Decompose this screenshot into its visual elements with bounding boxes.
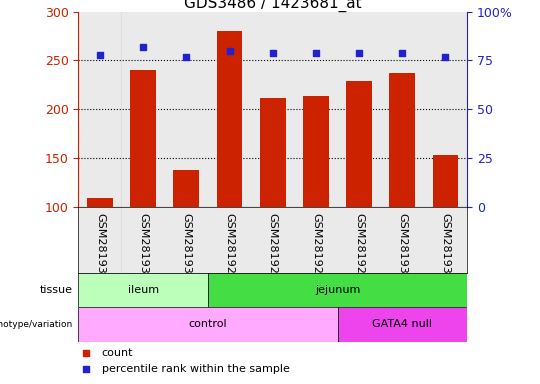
Text: GATA4 null: GATA4 null [372, 319, 433, 329]
Text: GSM281934: GSM281934 [181, 213, 191, 280]
Bar [122, 207, 165, 273]
Text: genotype/variation: genotype/variation [0, 320, 73, 329]
Text: GSM281927: GSM281927 [268, 213, 278, 281]
Bar [389, 73, 415, 207]
Point [312, 50, 320, 56]
Point [398, 50, 407, 56]
Bar [208, 273, 467, 307]
Bar [251, 12, 294, 207]
Text: control: control [188, 319, 227, 329]
Text: tissue: tissue [40, 285, 73, 295]
Bar [381, 207, 424, 273]
Title: GDS3486 / 1423681_at: GDS3486 / 1423681_at [184, 0, 361, 12]
Bar [424, 207, 467, 273]
Point [225, 48, 234, 54]
Text: GSM281928: GSM281928 [311, 213, 321, 281]
Text: GSM281931: GSM281931 [441, 213, 450, 280]
Bar [87, 197, 113, 207]
Bar [165, 12, 208, 207]
Bar [208, 12, 251, 207]
Point [441, 53, 450, 60]
Point [268, 50, 277, 56]
Point [182, 53, 191, 60]
Text: GSM281933: GSM281933 [138, 213, 148, 280]
Bar [122, 12, 165, 207]
Text: percentile rank within the sample: percentile rank within the sample [102, 364, 289, 374]
Bar [78, 273, 208, 307]
Bar [165, 207, 208, 273]
Bar [294, 12, 338, 207]
Text: GSM281930: GSM281930 [397, 213, 407, 280]
Bar [294, 207, 338, 273]
Bar [78, 207, 122, 273]
Bar [260, 98, 286, 207]
Bar [433, 156, 458, 207]
Bar [346, 81, 372, 207]
Point [82, 366, 90, 372]
Bar [338, 307, 467, 342]
Bar [338, 207, 381, 273]
Bar [78, 307, 338, 342]
Bar [381, 12, 424, 207]
Text: jejunum: jejunum [315, 285, 360, 295]
Point [82, 349, 90, 356]
Point [355, 50, 363, 56]
Text: ileum: ileum [127, 285, 159, 295]
Point [96, 51, 104, 58]
Bar [338, 12, 381, 207]
Point [139, 44, 147, 50]
Text: GSM281926: GSM281926 [225, 213, 234, 280]
Bar [251, 207, 294, 273]
Bar [78, 12, 122, 207]
Text: GSM281932: GSM281932 [95, 213, 105, 280]
Bar [208, 207, 251, 273]
Bar [424, 12, 467, 207]
Text: GSM281929: GSM281929 [354, 213, 364, 281]
Bar [303, 96, 329, 207]
Bar [130, 70, 156, 207]
Bar [173, 170, 199, 207]
Bar [217, 31, 242, 207]
Text: count: count [102, 348, 133, 358]
